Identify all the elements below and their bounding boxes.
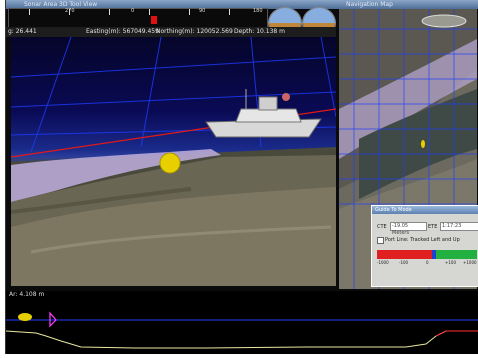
heading-label-180: 180	[253, 8, 263, 14]
guide-panel[interactable]: Guide To Mode CTE -19.05 Meters ETE 1:17…	[371, 205, 478, 287]
cte-field[interactable]: -19.05 Meters	[390, 222, 427, 236]
heading-marker-icon	[151, 16, 157, 24]
depth-profile: Ar: 4.108 m	[5, 291, 478, 354]
map-title: Navigation Map	[346, 1, 393, 8]
heading-scale: 270 0 90 180	[8, 8, 268, 28]
3d-scene	[11, 37, 336, 286]
depth-readout: Depth: 10.138 m	[234, 28, 285, 35]
scale-label: -1000	[377, 260, 389, 265]
heading-label-270: 270	[65, 8, 75, 14]
scale-label: 0	[426, 260, 429, 265]
profile-canvas	[5, 311, 478, 349]
3d-view[interactable]	[11, 37, 336, 286]
status-line: g: 26.441 Easting(m): 567049.459 Northin…	[6, 27, 336, 37]
window-title: Sonar Area 3D Tool View	[24, 1, 98, 8]
pointer-icon	[49, 311, 57, 328]
heading-readout: g: 26.441	[8, 28, 37, 35]
vehicle-marker-icon	[421, 140, 425, 148]
title-bar: Sonar Area 3D Tool View Navigation Map	[6, 0, 478, 9]
application-window: Sonar Area 3D Tool View Navigation Map 2…	[5, 0, 478, 354]
scale-label: +100	[445, 260, 456, 265]
northing-readout: Northing(m): 120052.569	[156, 28, 233, 35]
guide-panel-title: Guide To Mode	[372, 206, 478, 214]
track-checkbox-label: Port Line: Tracked Left and Up	[385, 237, 460, 243]
ete-field[interactable]: 1:17:23	[440, 222, 478, 231]
cte-label: CTE	[377, 224, 387, 230]
scale-label: -100	[399, 260, 409, 265]
profile-label: Ar: 4.108 m	[9, 291, 45, 298]
vehicle-profile-icon	[18, 313, 32, 321]
ete-label: ETE	[428, 224, 438, 230]
yellow-target-icon	[159, 152, 181, 174]
vessel-icon	[205, 89, 322, 138]
scale-label: +1000	[463, 260, 477, 265]
track-checkbox[interactable]	[377, 237, 384, 244]
deviation-scale: -1000 -100 0 +100 +1000	[377, 250, 477, 265]
heading-label-90: 90	[199, 8, 206, 14]
heading-label-0: 0	[131, 8, 135, 14]
easting-readout: Easting(m): 567049.459	[86, 28, 159, 35]
